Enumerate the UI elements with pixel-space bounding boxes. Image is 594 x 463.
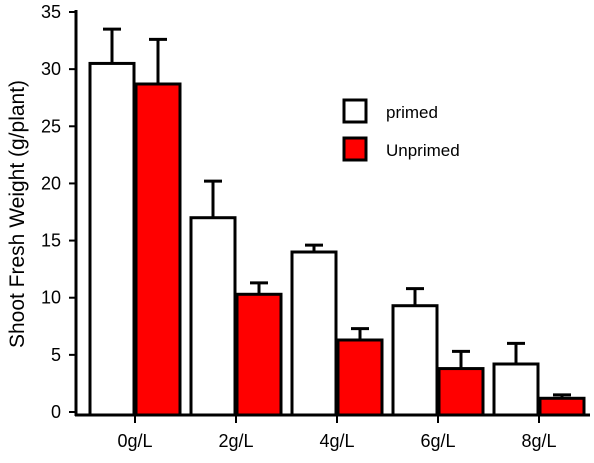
x-tick-label: 2g/L: [218, 431, 253, 451]
bars-layer: [88, 61, 586, 417]
error-bars-layer: [103, 27, 571, 399]
y-tick-label: 35: [41, 2, 61, 22]
legend-swatch-unprimed: [342, 136, 368, 162]
bar-unprimed-4g-l: [336, 338, 384, 417]
bar-primed-2g-l: [189, 216, 237, 417]
y-axis-title: Shoot Fresh Weight (g/plant): [6, 80, 29, 348]
legend-label-unprimed: Unprimed: [386, 141, 460, 160]
bar-primed-8g-l: [492, 362, 540, 417]
bar-primed-0g-l: [88, 61, 136, 417]
legend-swatch-primed: [342, 98, 368, 124]
bar-unprimed-6g-l: [437, 367, 485, 417]
y-tick-label: 0: [51, 402, 61, 422]
bar-primed-6g-l: [391, 304, 439, 417]
x-tick-label: 0g/L: [117, 431, 152, 451]
bar-primed-4g-l: [290, 250, 338, 417]
y-tick-label: 5: [51, 345, 61, 365]
x-ticks-layer: 0g/L 2g/L 4g/L 6g/L 8g/L: [117, 415, 557, 451]
legend: primed Unprimed: [342, 98, 460, 162]
y-tick-label: 30: [41, 59, 61, 79]
bar-unprimed-0g-l: [134, 82, 182, 417]
legend-label-primed: primed: [386, 103, 438, 122]
x-tick-label: 4g/L: [319, 431, 354, 451]
y-tick-label: 10: [41, 288, 61, 308]
y-tick-label: 15: [41, 231, 61, 251]
x-tick-label: 6g/L: [420, 431, 455, 451]
bar-unprimed-8g-l: [538, 396, 586, 417]
y-tick-label: 25: [41, 116, 61, 136]
bar-unprimed-2g-l: [235, 292, 283, 417]
y-tick-label: 20: [41, 173, 61, 193]
y-ticks-layer: 0 5 10 15 20 25 30 35: [41, 2, 76, 422]
x-tick-label: 8g/L: [521, 431, 556, 451]
